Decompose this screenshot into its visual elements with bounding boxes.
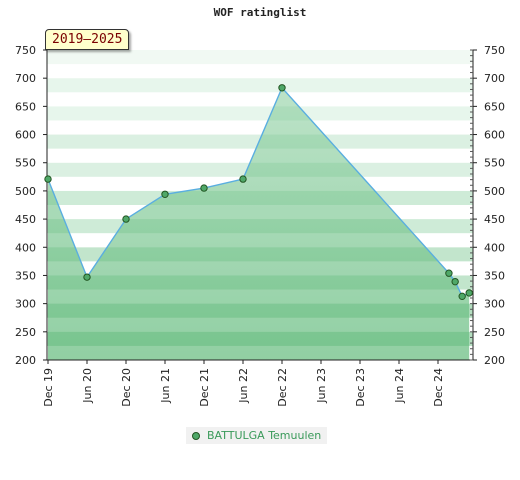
x-tick-label: Jun 24 [393,368,406,404]
legend: BATTULGA Temuulen [186,427,328,444]
y-tick-label-left: 200 [15,354,36,367]
data-point [200,184,208,192]
x-tick-label: Dec 23 [354,368,367,407]
stripe [47,289,473,304]
x-tick-label: Jun 23 [315,368,328,404]
y-tick-label-right: 600 [484,129,505,142]
y-tick-label-right: 450 [484,213,505,226]
x-tick-label: Dec 20 [120,368,133,407]
stripe [47,64,473,79]
y-tick-label-right: 750 [484,44,505,57]
legend-label: BATTULGA Temuulen [207,429,322,442]
y-tick-label-right: 300 [484,298,505,311]
stripe [47,261,473,276]
y-tick-label-left: 750 [15,44,36,57]
x-tick-label: Dec 24 [432,368,445,407]
stripe [47,92,473,107]
band [47,78,473,93]
data-point [445,269,453,277]
x-tick-label: Jun 21 [159,368,172,404]
y-tick-label-left: 700 [15,72,36,85]
band [47,50,473,65]
stripe [47,317,473,332]
y-tick-label-right: 550 [484,157,505,170]
band [47,120,473,135]
data-point [239,175,247,183]
data-point [122,215,130,223]
x-tick-label: Dec 19 [42,368,55,407]
stripe [47,205,473,220]
band [47,106,473,121]
y-tick-label-left: 300 [15,298,36,311]
y-tick-label-left: 650 [15,100,36,113]
stripe [47,120,473,135]
y-tick-label-left: 500 [15,185,36,198]
y-tick-label-left: 450 [15,213,36,226]
y-tick-label-right: 250 [484,326,505,339]
stripe [47,345,473,360]
y-tick-label-left: 400 [15,241,36,254]
area-fill [48,87,470,360]
band [47,64,473,79]
legend-marker-icon [192,431,200,440]
period-badge: 2019–2025 [45,29,130,50]
y-tick-label-left: 250 [15,326,36,339]
x-tick-label: Dec 22 [276,368,289,407]
data-point [161,190,169,198]
x-tick-label: Jun 20 [81,368,94,404]
stripe [47,148,473,163]
data-point [458,292,466,301]
y-tick-label-left: 350 [15,269,36,282]
y-tick-label-right: 500 [484,185,505,198]
data-point [451,277,459,286]
band [47,92,473,107]
y-tick-label-left: 550 [15,157,36,170]
stripe [47,176,473,191]
stripe [47,233,473,248]
data-point [44,175,52,183]
x-tick-label: Dec 21 [198,368,211,407]
chart-title: WOF ratinglist [213,6,307,19]
data-point [465,289,473,297]
data-point [278,84,286,92]
y-tick-label-right: 200 [484,354,505,367]
x-tick-label: Jun 22 [237,368,250,404]
y-tick-label-right: 650 [484,100,505,113]
y-tick-label-right: 350 [484,269,505,282]
y-tick-label-left: 600 [15,129,36,142]
y-tick-label-right: 400 [484,241,505,254]
y-tick-label-right: 700 [484,72,505,85]
data-point [83,273,91,281]
